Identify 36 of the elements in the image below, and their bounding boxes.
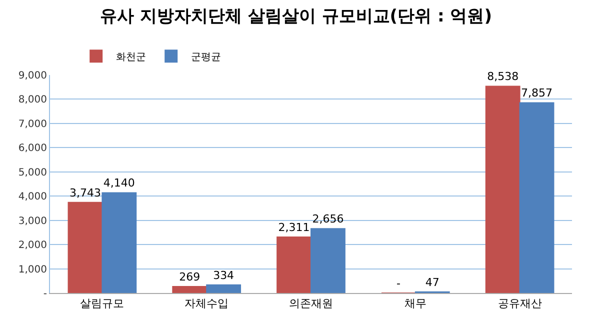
x-tick-label: 의존재원	[289, 297, 333, 310]
data-label: 3,743	[69, 186, 101, 200]
y-tick-label: 6,000	[18, 143, 47, 154]
y-tick-label: -	[43, 288, 48, 300]
y-tick-label: 9,000	[18, 70, 47, 82]
x-tick-label: 채무	[404, 297, 426, 310]
y-tick-label: 3,000	[18, 216, 47, 227]
data-label: 334	[213, 268, 234, 282]
data-label: 4,140	[103, 176, 135, 190]
y-tick-label: 7,000	[18, 118, 47, 130]
data-label: 2,311	[278, 221, 310, 234]
chart-title: 유사 지방자치단체 살림살이 규모비교(단위 : 억원)	[100, 6, 492, 27]
y-tick-label: 2,000	[18, 240, 47, 252]
legend-label: 군평균	[191, 52, 222, 64]
bar	[172, 286, 208, 293]
bar	[485, 86, 520, 293]
y-tick-label: 1,000	[18, 264, 47, 276]
data-label: 8,538	[487, 70, 519, 84]
data-label: 269	[179, 270, 200, 284]
legend-label: 화천군	[116, 52, 146, 64]
x-tick-label: 자체수입	[184, 297, 229, 310]
bar	[206, 284, 242, 293]
data-label: 47	[425, 276, 440, 289]
bar	[276, 236, 312, 293]
y-tick-label: 5,000	[18, 167, 47, 178]
bar	[519, 102, 554, 293]
y-tick-label: 8,000	[18, 94, 47, 106]
bar	[68, 202, 103, 293]
data-label: -	[396, 277, 400, 290]
y-tick-label: 4,000	[18, 192, 47, 203]
bar	[102, 192, 137, 293]
data-label: 2,656	[312, 212, 344, 226]
x-tick-label: 살림규모	[80, 297, 124, 310]
bar	[310, 228, 346, 293]
data-label: 7,857	[521, 86, 553, 100]
x-tick-label: 공유재산	[498, 297, 542, 310]
